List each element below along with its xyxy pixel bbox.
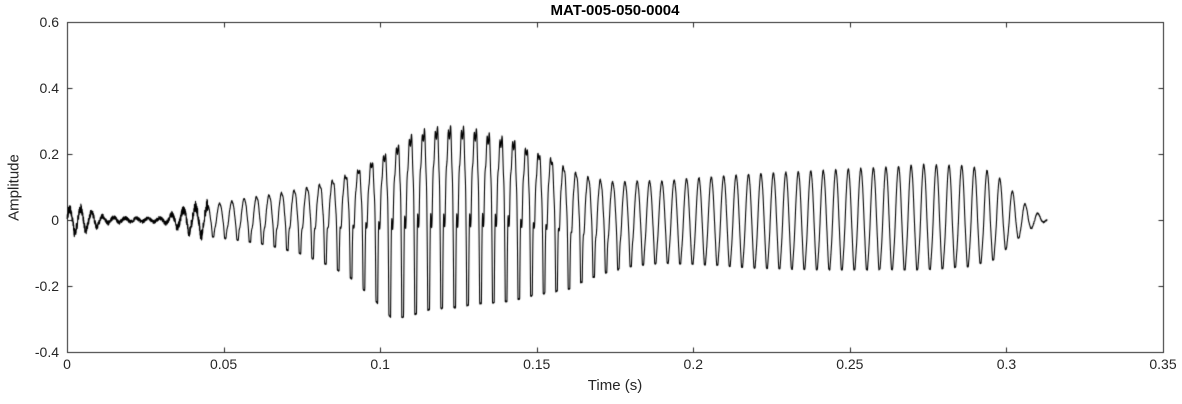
x-tick-label: 0.3 — [996, 356, 1017, 372]
x-tick-label: 0.1 — [370, 356, 390, 372]
x-tick-label: 0.25 — [836, 356, 864, 372]
y-tick-label: 0 — [51, 212, 59, 228]
y-tick-label: 0.2 — [39, 146, 59, 162]
y-axis-label: Amplitude — [5, 154, 23, 221]
x-tick-label: 0.15 — [523, 356, 551, 372]
y-tick-label: 0.4 — [39, 80, 59, 96]
x-tick-label: 0 — [63, 356, 71, 372]
y-tick-label: 0.6 — [39, 14, 59, 30]
chart-title: MAT-005-050-0004 — [550, 2, 680, 19]
x-tick-label: 0.05 — [209, 356, 238, 372]
y-tick-label: -0.2 — [34, 278, 59, 294]
x-axis-label: Time (s) — [587, 377, 643, 394]
y-tick-label: -0.4 — [34, 344, 59, 360]
x-tick-label: 0.2 — [683, 356, 704, 372]
x-tick-label: 0.35 — [1149, 356, 1177, 372]
